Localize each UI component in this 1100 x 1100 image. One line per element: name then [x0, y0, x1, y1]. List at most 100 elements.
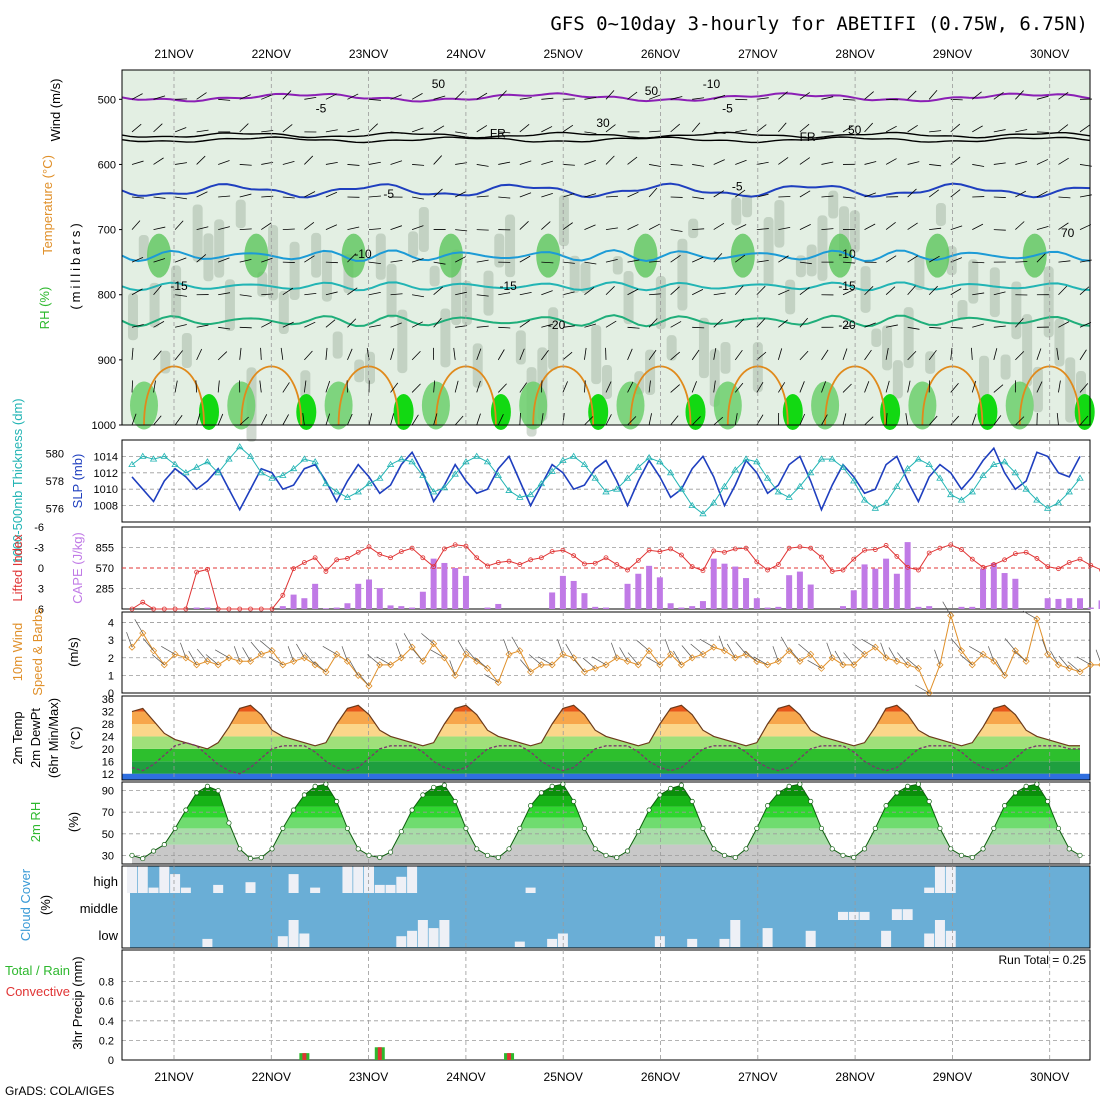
cape-bar: [796, 571, 803, 609]
wind-barb: [1058, 380, 1061, 393]
wind-barb: [907, 124, 918, 133]
wind-barb: [131, 160, 144, 165]
rh-band: [132, 796, 1080, 807]
wind-barb: [670, 286, 680, 296]
wind-barb: [1079, 286, 1090, 296]
rh-cell: [569, 255, 580, 294]
wind-barb: [131, 347, 134, 360]
wind-barb: [864, 381, 870, 393]
wind-speed-point: [236, 657, 244, 665]
wind-barb: [153, 321, 165, 328]
rh-point: [258, 854, 264, 861]
wind-speed-point: [936, 661, 944, 669]
wind-barb: [433, 380, 436, 393]
rh-point: [1045, 798, 1051, 804]
wind-speed-point: [914, 664, 922, 672]
surface-wind-barb: [457, 640, 467, 655]
thickness-point: [451, 470, 459, 477]
thickness-point: [332, 488, 341, 495]
day-label-bottom: 23NOV: [349, 1070, 388, 1084]
wind-barb: [756, 351, 767, 361]
wind-barb: [131, 257, 144, 263]
minmax-label: (6hr Min/Max): [46, 698, 61, 778]
rh-cell: [871, 328, 882, 347]
temperature-band: [132, 748, 1080, 762]
wind-barb: [347, 128, 360, 133]
slp-tick: 1008: [94, 501, 118, 513]
lifted-index-point: [237, 606, 243, 612]
rh-point: [528, 803, 534, 809]
rh-point: [786, 783, 792, 789]
thickness-point: [623, 474, 632, 481]
wind-barb: [713, 159, 725, 165]
rh-cell: [698, 317, 709, 379]
thickness-point: [796, 482, 804, 489]
surface-wind-barb: [772, 646, 779, 662]
cape-bar: [969, 606, 976, 609]
rh-point: [1055, 825, 1062, 831]
cloud-bar-high: [353, 866, 364, 893]
lifted-index-point: [205, 566, 210, 572]
lifted-index-point: [517, 562, 523, 567]
contour-label: -5: [316, 102, 327, 116]
day-label-top: 30NOV: [1030, 47, 1069, 61]
thickness-point: [903, 464, 912, 472]
wind-barb: [885, 286, 896, 296]
wind-barb: [649, 293, 662, 296]
rh-cell: [268, 225, 279, 301]
thickness-point: [225, 455, 233, 462]
thickness-point: [182, 469, 190, 476]
rh-point: [883, 803, 889, 809]
cape-bar: [656, 577, 663, 609]
wind-barb: [972, 125, 983, 133]
cape-bar: [366, 579, 372, 609]
wind-barb: [454, 90, 464, 100]
wind-barb: [778, 319, 788, 328]
wind-speed-point: [203, 657, 211, 665]
precip-tick: 0.2: [99, 1035, 114, 1047]
wind-barb: [541, 193, 553, 198]
lifted-index-point: [161, 606, 167, 612]
wind-barb: [928, 415, 938, 426]
wind-barb: [1036, 381, 1043, 393]
rh-axis-label: RH (%): [37, 287, 52, 330]
wind-axis-label: Wind (m/s): [48, 79, 63, 142]
surface-wind-barb: [996, 661, 1005, 676]
thickness-point: [408, 458, 416, 465]
cape-bar: [452, 568, 459, 609]
wind-barb: [778, 122, 787, 133]
rh-point: [678, 782, 684, 788]
lifted-index-point: [646, 547, 652, 553]
wind-speed-point: [580, 668, 589, 676]
rh-point: [226, 820, 232, 826]
surface-wind-barb: [610, 642, 618, 658]
lifted-index-point: [959, 547, 964, 552]
lifted-index-point: [301, 560, 307, 565]
rh-cell: [645, 349, 656, 395]
rh-point: [409, 807, 415, 813]
wind-barb: [498, 326, 511, 329]
wind-speed-point: [483, 664, 492, 672]
rh-tick: 90: [102, 786, 114, 798]
wind-barb: [304, 255, 315, 263]
surface-wind-barb: [942, 601, 952, 616]
surface-wind-barb: [1041, 639, 1049, 655]
wind-barb: [260, 347, 262, 360]
rh-point: [549, 783, 555, 789]
lifted-index-point: [786, 545, 792, 551]
wind-barb: [368, 98, 381, 101]
wind-speed-point: [785, 647, 793, 655]
wind-barb: [799, 224, 811, 230]
thickness-point: [559, 456, 567, 463]
wind-barb: [1015, 190, 1027, 198]
surface-wind-barb: [789, 648, 801, 662]
wind-speed-point: [527, 668, 535, 676]
rh-cell: [979, 355, 990, 407]
wind-barb: [971, 380, 977, 393]
rh-cell: [1022, 314, 1033, 387]
thickness-axis-label: 1000-500mb Thickness (dm): [10, 398, 25, 563]
wind-barb: [282, 90, 292, 100]
wind-barb: [799, 350, 809, 361]
rh-point: [560, 781, 566, 787]
wind-barb: [174, 220, 184, 230]
